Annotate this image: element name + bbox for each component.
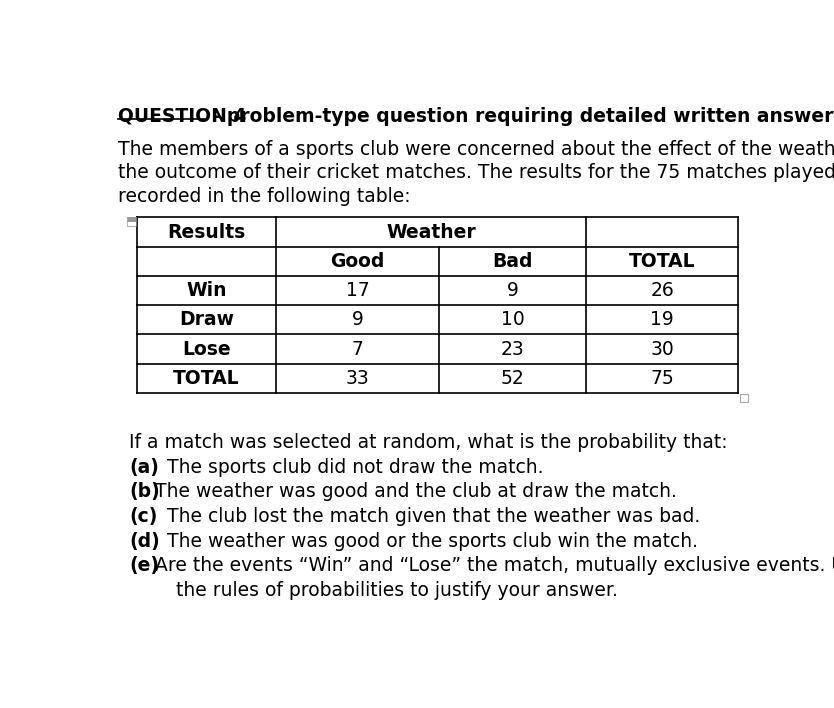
- Text: 33: 33: [346, 369, 369, 388]
- Text: 19: 19: [651, 310, 674, 329]
- Text: Weather: Weather: [386, 222, 476, 241]
- Text: 26: 26: [651, 281, 674, 300]
- Text: (c): (c): [129, 507, 158, 526]
- Text: 30: 30: [651, 340, 674, 358]
- Text: (a): (a): [129, 457, 159, 476]
- Bar: [740, 394, 748, 402]
- Text: The club lost the match given that the weather was bad.: The club lost the match given that the w…: [155, 507, 701, 526]
- Text: 7: 7: [352, 340, 364, 358]
- Text: Win: Win: [186, 281, 227, 300]
- Text: (e): (e): [129, 556, 159, 575]
- Text: (d): (d): [129, 532, 160, 551]
- Text: The weather was good and the club at draw the match.: The weather was good and the club at dra…: [155, 482, 677, 501]
- Text: 10: 10: [500, 310, 525, 329]
- Text: 23: 23: [500, 340, 525, 358]
- Text: 17: 17: [346, 281, 369, 300]
- Text: TOTAL: TOTAL: [173, 369, 240, 388]
- Text: TOTAL: TOTAL: [629, 252, 696, 270]
- Text: - problem-type question requiring detailed written answers.: - problem-type question requiring detail…: [206, 106, 834, 125]
- Text: Are the events “Win” and “Lose” the match, mutually exclusive events. Use: Are the events “Win” and “Lose” the matc…: [155, 556, 834, 575]
- Text: 75: 75: [651, 369, 674, 388]
- Text: 52: 52: [500, 369, 525, 388]
- Text: The members of a sports club were concerned about the effect of the weather on: The members of a sports club were concer…: [118, 140, 834, 159]
- Text: Good: Good: [330, 252, 384, 270]
- Text: recorded in the following table:: recorded in the following table:: [118, 187, 411, 205]
- Text: Draw: Draw: [179, 310, 234, 329]
- Text: The sports club did not draw the match.: The sports club did not draw the match.: [155, 457, 544, 476]
- Text: 9: 9: [507, 281, 519, 300]
- Text: Results: Results: [168, 222, 246, 241]
- Text: The weather was good or the sports club win the match.: The weather was good or the sports club …: [155, 532, 698, 551]
- Text: 9: 9: [352, 310, 364, 329]
- Text: Lose: Lose: [183, 340, 231, 358]
- Text: ⬒: ⬒: [126, 215, 138, 227]
- Text: If a match was selected at random, what is the probability that:: If a match was selected at random, what …: [129, 433, 728, 452]
- Text: QUESTION 4: QUESTION 4: [118, 106, 247, 125]
- Text: Bad: Bad: [492, 252, 533, 270]
- Text: the outcome of their cricket matches. The results for the 75 matches played were: the outcome of their cricket matches. Th…: [118, 164, 834, 183]
- Text: (b): (b): [129, 482, 160, 501]
- Text: the rules of probabilities to justify your answer.: the rules of probabilities to justify yo…: [175, 581, 617, 600]
